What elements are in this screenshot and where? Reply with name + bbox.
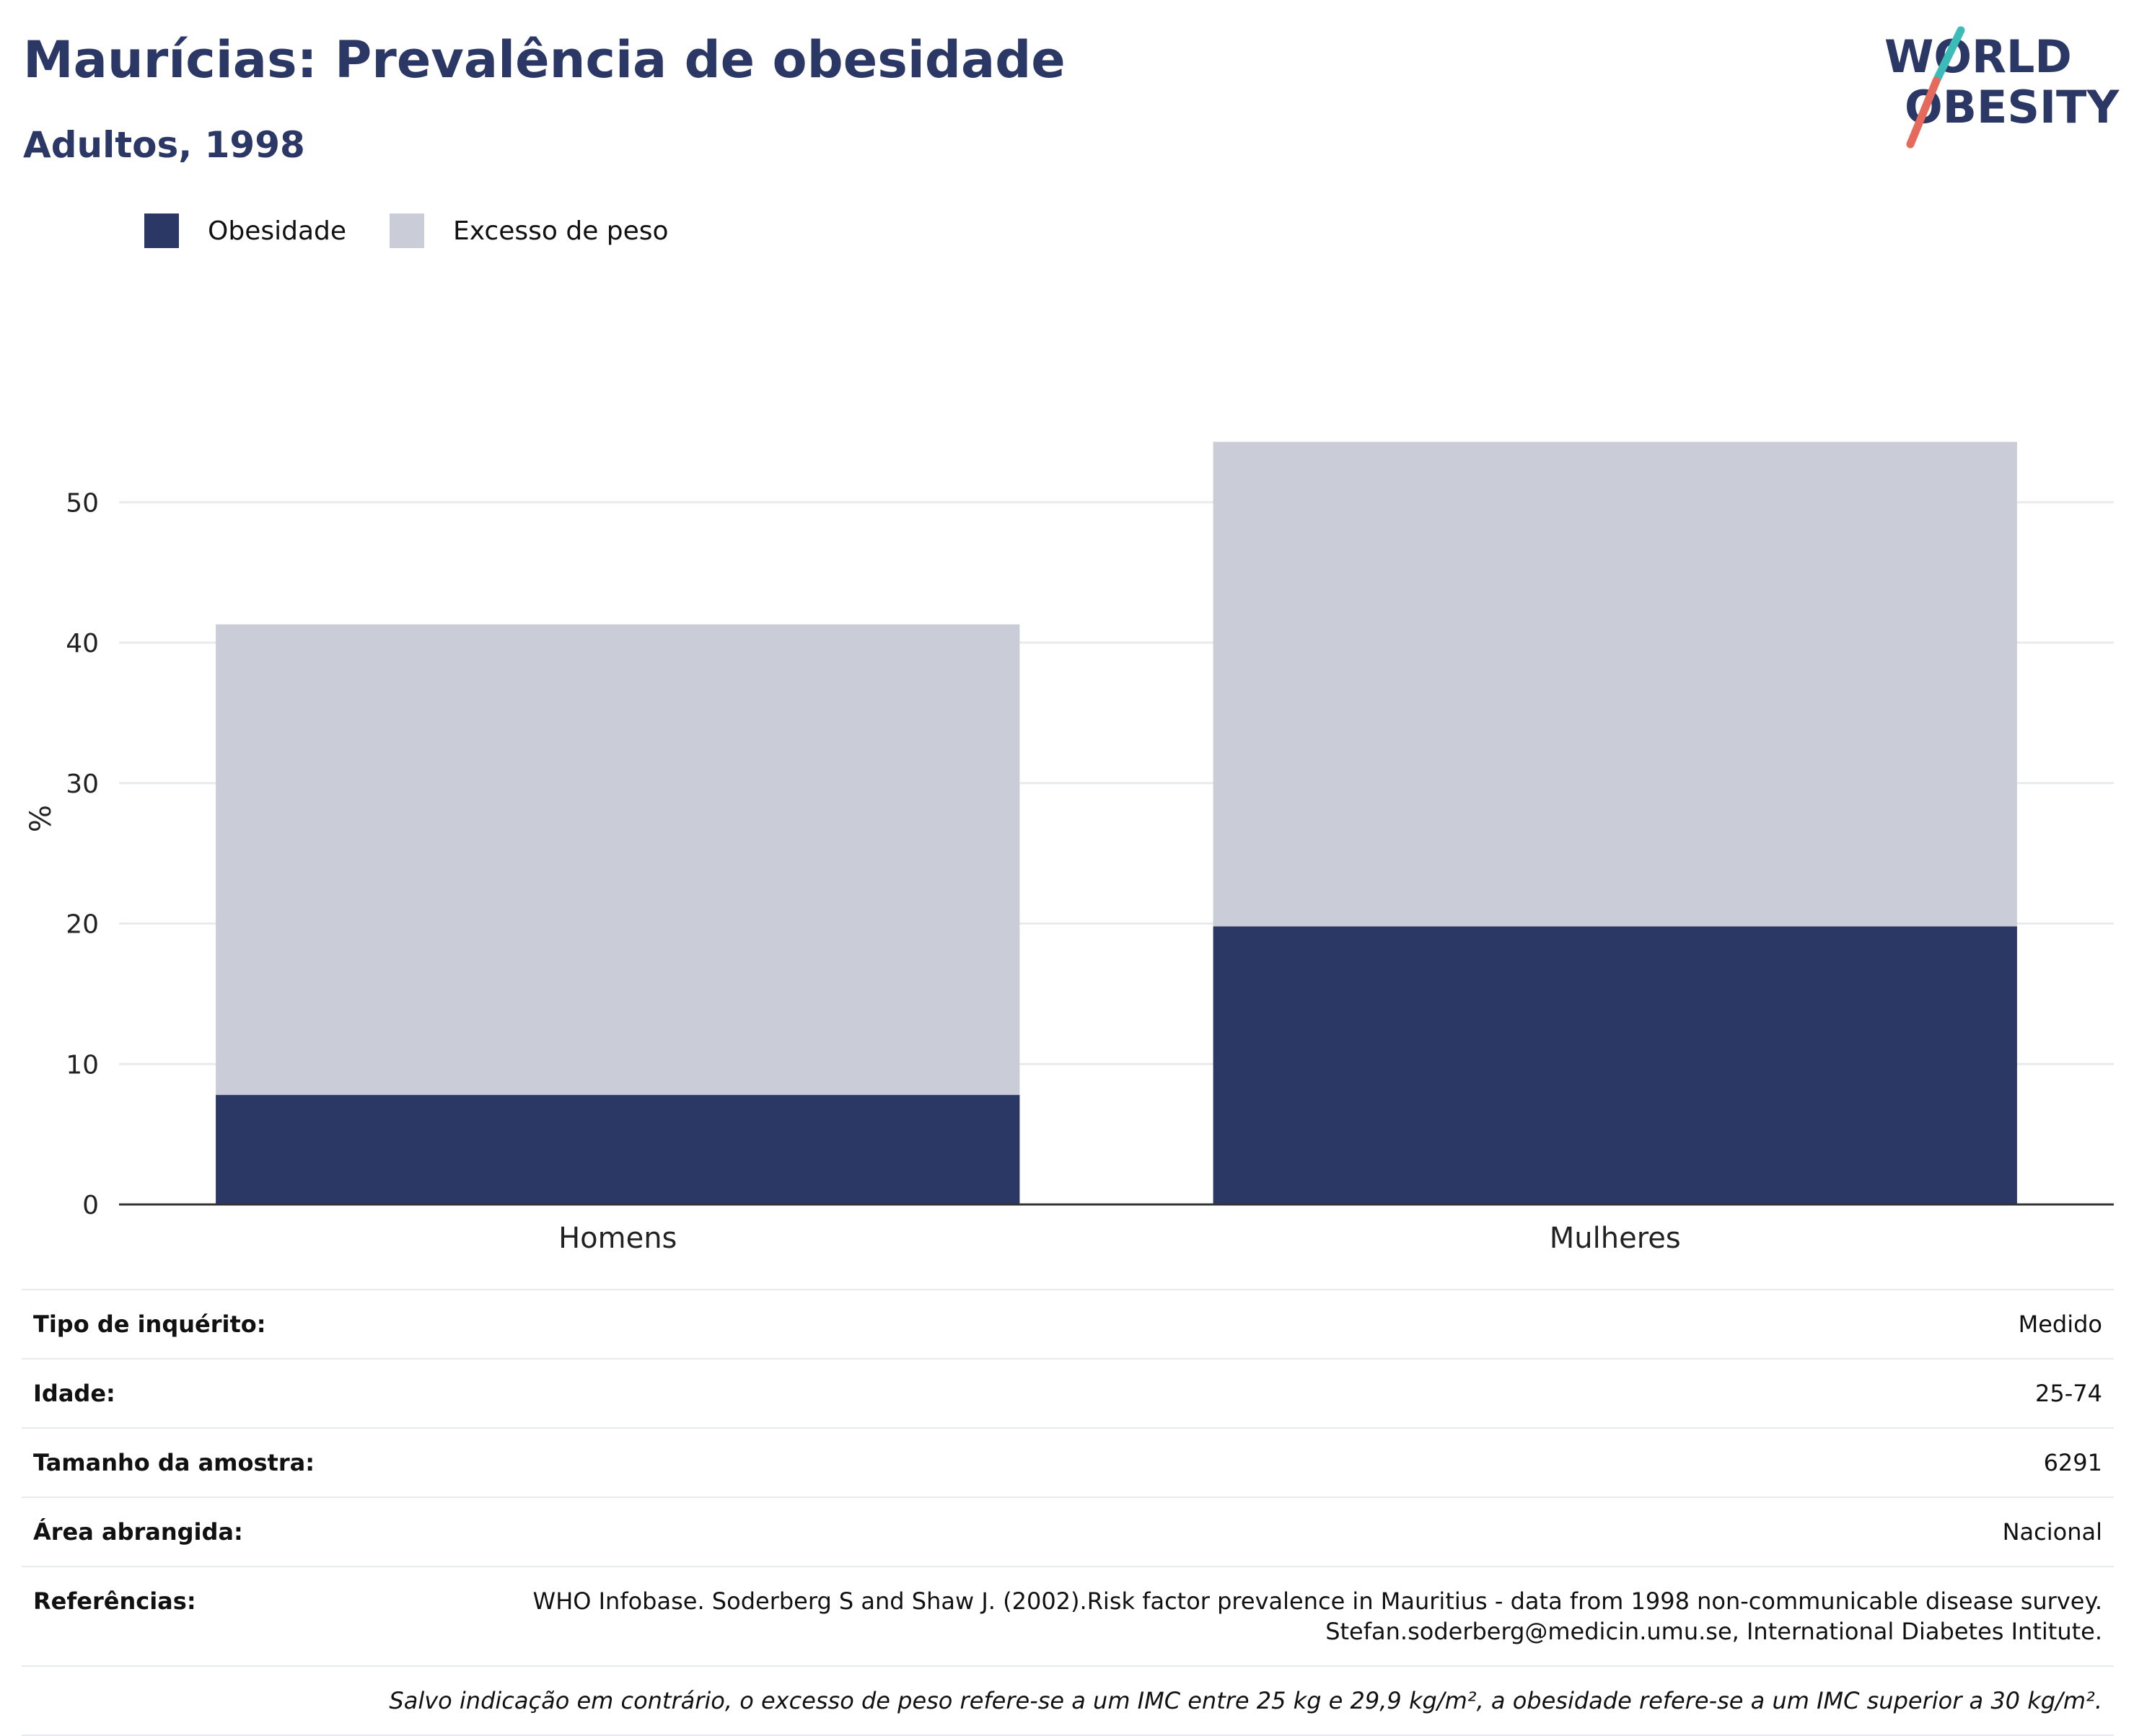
info-value: 6291 (2043, 1449, 2102, 1476)
info-row-area: Área abrangida: Nacional (22, 1497, 2114, 1566)
chart-legend: Obesidade Excesso de peso (144, 213, 712, 248)
info-value-references: WHO Infobase. Soderberg S and Shaw J. (2… (533, 1586, 2102, 1647)
info-value: Nacional (2002, 1518, 2102, 1546)
legend-label-overweight: Excesso de peso (453, 216, 669, 246)
bar-overweight-mulheres (1213, 441, 2017, 927)
info-label: Idade: (33, 1380, 115, 1407)
y-axis-label: % (25, 805, 58, 832)
reference-line-2: Stefan.soderberg@medicin.umu.se, Interna… (1325, 1618, 2102, 1645)
y-tick-label: 30 (66, 770, 99, 799)
survey-info-table: Tipo de inquérito: Medido Idade: 25-74 T… (22, 1289, 2114, 1736)
logo-slash-teal (1932, 26, 1965, 85)
legend-swatch-overweight (390, 213, 425, 248)
x-tick-label: Homens (558, 1222, 677, 1255)
logo-line1: WORLD (1884, 30, 2072, 83)
definition-note: Salvo indicação em contrário, o excesso … (389, 1687, 2102, 1714)
legend-item-overweight[interactable]: Excesso de peso (390, 213, 669, 248)
page-subtitle: Adultos, 1998 (23, 124, 305, 166)
info-row-age: Idade: 25-74 (22, 1358, 2114, 1427)
page-title: Maurícias: Prevalência de obesidade (23, 30, 1066, 89)
legend-item-obesity[interactable]: Obesidade (144, 213, 346, 248)
y-tick-label: 10 (66, 1050, 99, 1080)
y-tick-label: 50 (66, 488, 99, 518)
world-obesity-logo: WORLD OBESITY (1884, 26, 2120, 149)
info-label: Referências: (33, 1587, 196, 1615)
x-tick-label: Mulheres (1550, 1222, 1681, 1255)
info-label: Tamanho da amostra: (33, 1449, 315, 1476)
stacked-bar-chart: 0 10 20 30 40 50% Homens Mulheres (25, 441, 2114, 1255)
bar-obesity-mulheres (1213, 926, 2017, 1204)
info-row-sample-size: Tamanho da amostra: 6291 (22, 1427, 2114, 1497)
y-tick-label: 20 (66, 910, 99, 940)
info-value: 25-74 (2035, 1380, 2102, 1407)
reference-line-1: WHO Infobase. Soderberg S and Shaw J. (2… (532, 1587, 2102, 1615)
logo-slash-coral (1906, 76, 1941, 149)
info-row-survey-type: Tipo de inquérito: Medido (22, 1289, 2114, 1358)
info-row-references: Referências: WHO Infobase. Soderberg S a… (22, 1566, 2114, 1665)
info-label: Área abrangida: (33, 1518, 243, 1546)
bar-obesity-homens (216, 1095, 1020, 1204)
y-tick-label: 0 (82, 1191, 99, 1220)
legend-label-obesity: Obesidade (208, 216, 347, 246)
bar-overweight-homens (216, 624, 1020, 1096)
info-label: Tipo de inquérito: (33, 1310, 266, 1338)
logo-line2: OBESITY (1905, 81, 2120, 133)
info-row-note: Salvo indicação em contrário, o excesso … (22, 1665, 2114, 1736)
info-value: Medido (2018, 1310, 2102, 1338)
legend-swatch-obesity (144, 213, 179, 248)
y-tick-label: 40 (66, 629, 99, 658)
